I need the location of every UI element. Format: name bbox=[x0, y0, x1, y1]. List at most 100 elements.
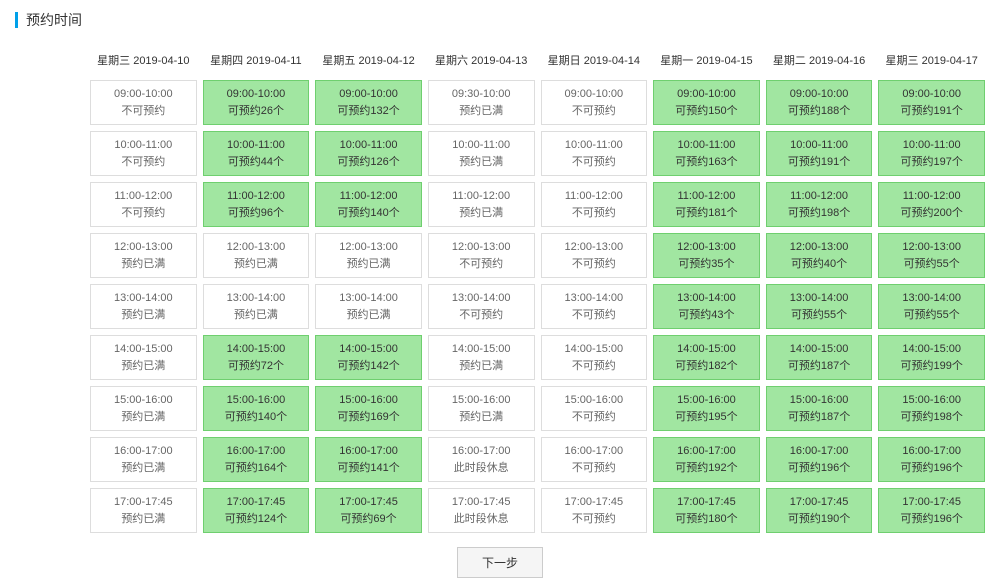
title-bar: 预约时间 bbox=[15, 10, 985, 30]
time-slot: 17:00-17:45此时段休息 bbox=[428, 488, 535, 533]
slot-status: 不可预约 bbox=[544, 409, 645, 426]
slot-status: 预约已满 bbox=[93, 256, 194, 273]
slot-time: 13:00-14:00 bbox=[431, 290, 532, 307]
slot-status: 不可预约 bbox=[93, 154, 194, 171]
time-slot[interactable]: 11:00-12:00可预约140个 bbox=[315, 182, 422, 227]
time-slot[interactable]: 10:00-11:00可预约126个 bbox=[315, 131, 422, 176]
slot-time: 16:00-17:00 bbox=[431, 443, 532, 460]
time-slot[interactable]: 14:00-15:00可预约72个 bbox=[203, 335, 310, 380]
time-slot[interactable]: 10:00-11:00可预约44个 bbox=[203, 131, 310, 176]
slot-time: 17:00-17:45 bbox=[881, 494, 982, 511]
slot-status: 可预约200个 bbox=[881, 205, 982, 222]
slot-time: 10:00-11:00 bbox=[93, 137, 194, 154]
footer: 下一步 bbox=[15, 547, 985, 578]
time-slot[interactable]: 14:00-15:00可预约182个 bbox=[653, 335, 760, 380]
time-slot[interactable]: 16:00-17:00可预约164个 bbox=[203, 437, 310, 482]
time-slot[interactable]: 15:00-16:00可预约198个 bbox=[878, 386, 985, 431]
slot-time: 12:00-13:00 bbox=[769, 239, 870, 256]
time-slot[interactable]: 16:00-17:00可预约196个 bbox=[878, 437, 985, 482]
slot-time: 10:00-11:00 bbox=[881, 137, 982, 154]
time-slot[interactable]: 17:00-17:45可预约124个 bbox=[203, 488, 310, 533]
slot-status: 可预约192个 bbox=[656, 460, 757, 477]
time-slot[interactable]: 11:00-12:00可预约181个 bbox=[653, 182, 760, 227]
time-slot[interactable]: 09:00-10:00可预约26个 bbox=[203, 80, 310, 125]
time-slot: 13:00-14:00不可预约 bbox=[428, 284, 535, 329]
time-slot[interactable]: 11:00-12:00可预约96个 bbox=[203, 182, 310, 227]
slot-status: 预约已满 bbox=[206, 256, 307, 273]
slot-status: 不可预约 bbox=[544, 358, 645, 375]
time-slot[interactable]: 10:00-11:00可预约163个 bbox=[653, 131, 760, 176]
time-slot[interactable]: 12:00-13:00可预约55个 bbox=[878, 233, 985, 278]
slot-status: 可预约198个 bbox=[769, 205, 870, 222]
time-slot[interactable]: 14:00-15:00可预约187个 bbox=[766, 335, 873, 380]
title-accent bbox=[15, 12, 18, 28]
slot-time: 10:00-11:00 bbox=[206, 137, 307, 154]
slot-status: 可预约182个 bbox=[656, 358, 757, 375]
slot-time: 13:00-14:00 bbox=[656, 290, 757, 307]
time-slot[interactable]: 09:00-10:00可预约132个 bbox=[315, 80, 422, 125]
time-slot[interactable]: 16:00-17:00可预约196个 bbox=[766, 437, 873, 482]
time-slot[interactable]: 09:00-10:00可预约188个 bbox=[766, 80, 873, 125]
schedule-grid: 星期三 2019-04-1009:00-10:00不可预约10:00-11:00… bbox=[90, 48, 985, 533]
slot-time: 09:30-10:00 bbox=[431, 86, 532, 103]
time-slot[interactable]: 09:00-10:00可预约150个 bbox=[653, 80, 760, 125]
time-slot[interactable]: 17:00-17:45可预约69个 bbox=[315, 488, 422, 533]
time-slot[interactable]: 11:00-12:00可预约200个 bbox=[878, 182, 985, 227]
time-slot: 15:00-16:00不可预约 bbox=[541, 386, 648, 431]
slot-time: 15:00-16:00 bbox=[881, 392, 982, 409]
slot-status: 可预约191个 bbox=[881, 103, 982, 120]
slot-status: 可预约199个 bbox=[881, 358, 982, 375]
time-slot: 12:00-13:00预约已满 bbox=[315, 233, 422, 278]
slot-time: 16:00-17:00 bbox=[544, 443, 645, 460]
time-slot: 15:00-16:00预约已满 bbox=[428, 386, 535, 431]
slot-time: 11:00-12:00 bbox=[881, 188, 982, 205]
time-slot[interactable]: 17:00-17:45可预约196个 bbox=[878, 488, 985, 533]
slot-status: 预约已满 bbox=[431, 358, 532, 375]
time-slot[interactable]: 17:00-17:45可预约190个 bbox=[766, 488, 873, 533]
time-slot[interactable]: 17:00-17:45可预约180个 bbox=[653, 488, 760, 533]
slot-status: 可预约69个 bbox=[318, 511, 419, 528]
slot-time: 17:00-17:45 bbox=[431, 494, 532, 511]
time-slot: 14:00-15:00预约已满 bbox=[90, 335, 197, 380]
time-slot[interactable]: 13:00-14:00可预约55个 bbox=[878, 284, 985, 329]
slot-status: 可预约55个 bbox=[881, 256, 982, 273]
slot-time: 12:00-13:00 bbox=[656, 239, 757, 256]
time-slot[interactable]: 10:00-11:00可预约197个 bbox=[878, 131, 985, 176]
time-slot[interactable]: 12:00-13:00可预约35个 bbox=[653, 233, 760, 278]
slot-time: 15:00-16:00 bbox=[431, 392, 532, 409]
time-slot[interactable]: 09:00-10:00可预约191个 bbox=[878, 80, 985, 125]
slot-time: 15:00-16:00 bbox=[769, 392, 870, 409]
slot-time: 14:00-15:00 bbox=[656, 341, 757, 358]
time-slot[interactable]: 11:00-12:00可预约198个 bbox=[766, 182, 873, 227]
time-slot[interactable]: 13:00-14:00可预约55个 bbox=[766, 284, 873, 329]
time-slot: 12:00-13:00预约已满 bbox=[90, 233, 197, 278]
day-column: 星期四 2019-04-1109:00-10:00可预约26个10:00-11:… bbox=[203, 48, 310, 533]
next-button[interactable]: 下一步 bbox=[457, 547, 543, 578]
time-slot[interactable]: 14:00-15:00可预约199个 bbox=[878, 335, 985, 380]
time-slot[interactable]: 10:00-11:00可预约191个 bbox=[766, 131, 873, 176]
page-title: 预约时间 bbox=[26, 10, 82, 30]
slot-time: 11:00-12:00 bbox=[206, 188, 307, 205]
time-slot[interactable]: 15:00-16:00可预约195个 bbox=[653, 386, 760, 431]
time-slot[interactable]: 15:00-16:00可预约187个 bbox=[766, 386, 873, 431]
slot-time: 12:00-13:00 bbox=[881, 239, 982, 256]
slot-status: 可预约198个 bbox=[881, 409, 982, 426]
slot-status: 预约已满 bbox=[431, 154, 532, 171]
time-slot[interactable]: 14:00-15:00可预约142个 bbox=[315, 335, 422, 380]
time-slot[interactable]: 15:00-16:00可预约140个 bbox=[203, 386, 310, 431]
time-slot[interactable]: 12:00-13:00可预约40个 bbox=[766, 233, 873, 278]
day-header: 星期五 2019-04-12 bbox=[315, 48, 422, 74]
slot-status: 可预约132个 bbox=[318, 103, 419, 120]
slot-status: 可预约187个 bbox=[769, 358, 870, 375]
slot-status: 可预约140个 bbox=[206, 409, 307, 426]
slot-status: 预约已满 bbox=[93, 511, 194, 528]
slot-time: 17:00-17:45 bbox=[206, 494, 307, 511]
time-slot[interactable]: 16:00-17:00可预约192个 bbox=[653, 437, 760, 482]
time-slot[interactable]: 15:00-16:00可预约169个 bbox=[315, 386, 422, 431]
slot-time: 16:00-17:00 bbox=[656, 443, 757, 460]
slot-status: 预约已满 bbox=[93, 358, 194, 375]
time-slot[interactable]: 13:00-14:00可预约43个 bbox=[653, 284, 760, 329]
time-slot: 14:00-15:00不可预约 bbox=[541, 335, 648, 380]
slot-time: 09:00-10:00 bbox=[769, 86, 870, 103]
time-slot[interactable]: 16:00-17:00可预约141个 bbox=[315, 437, 422, 482]
